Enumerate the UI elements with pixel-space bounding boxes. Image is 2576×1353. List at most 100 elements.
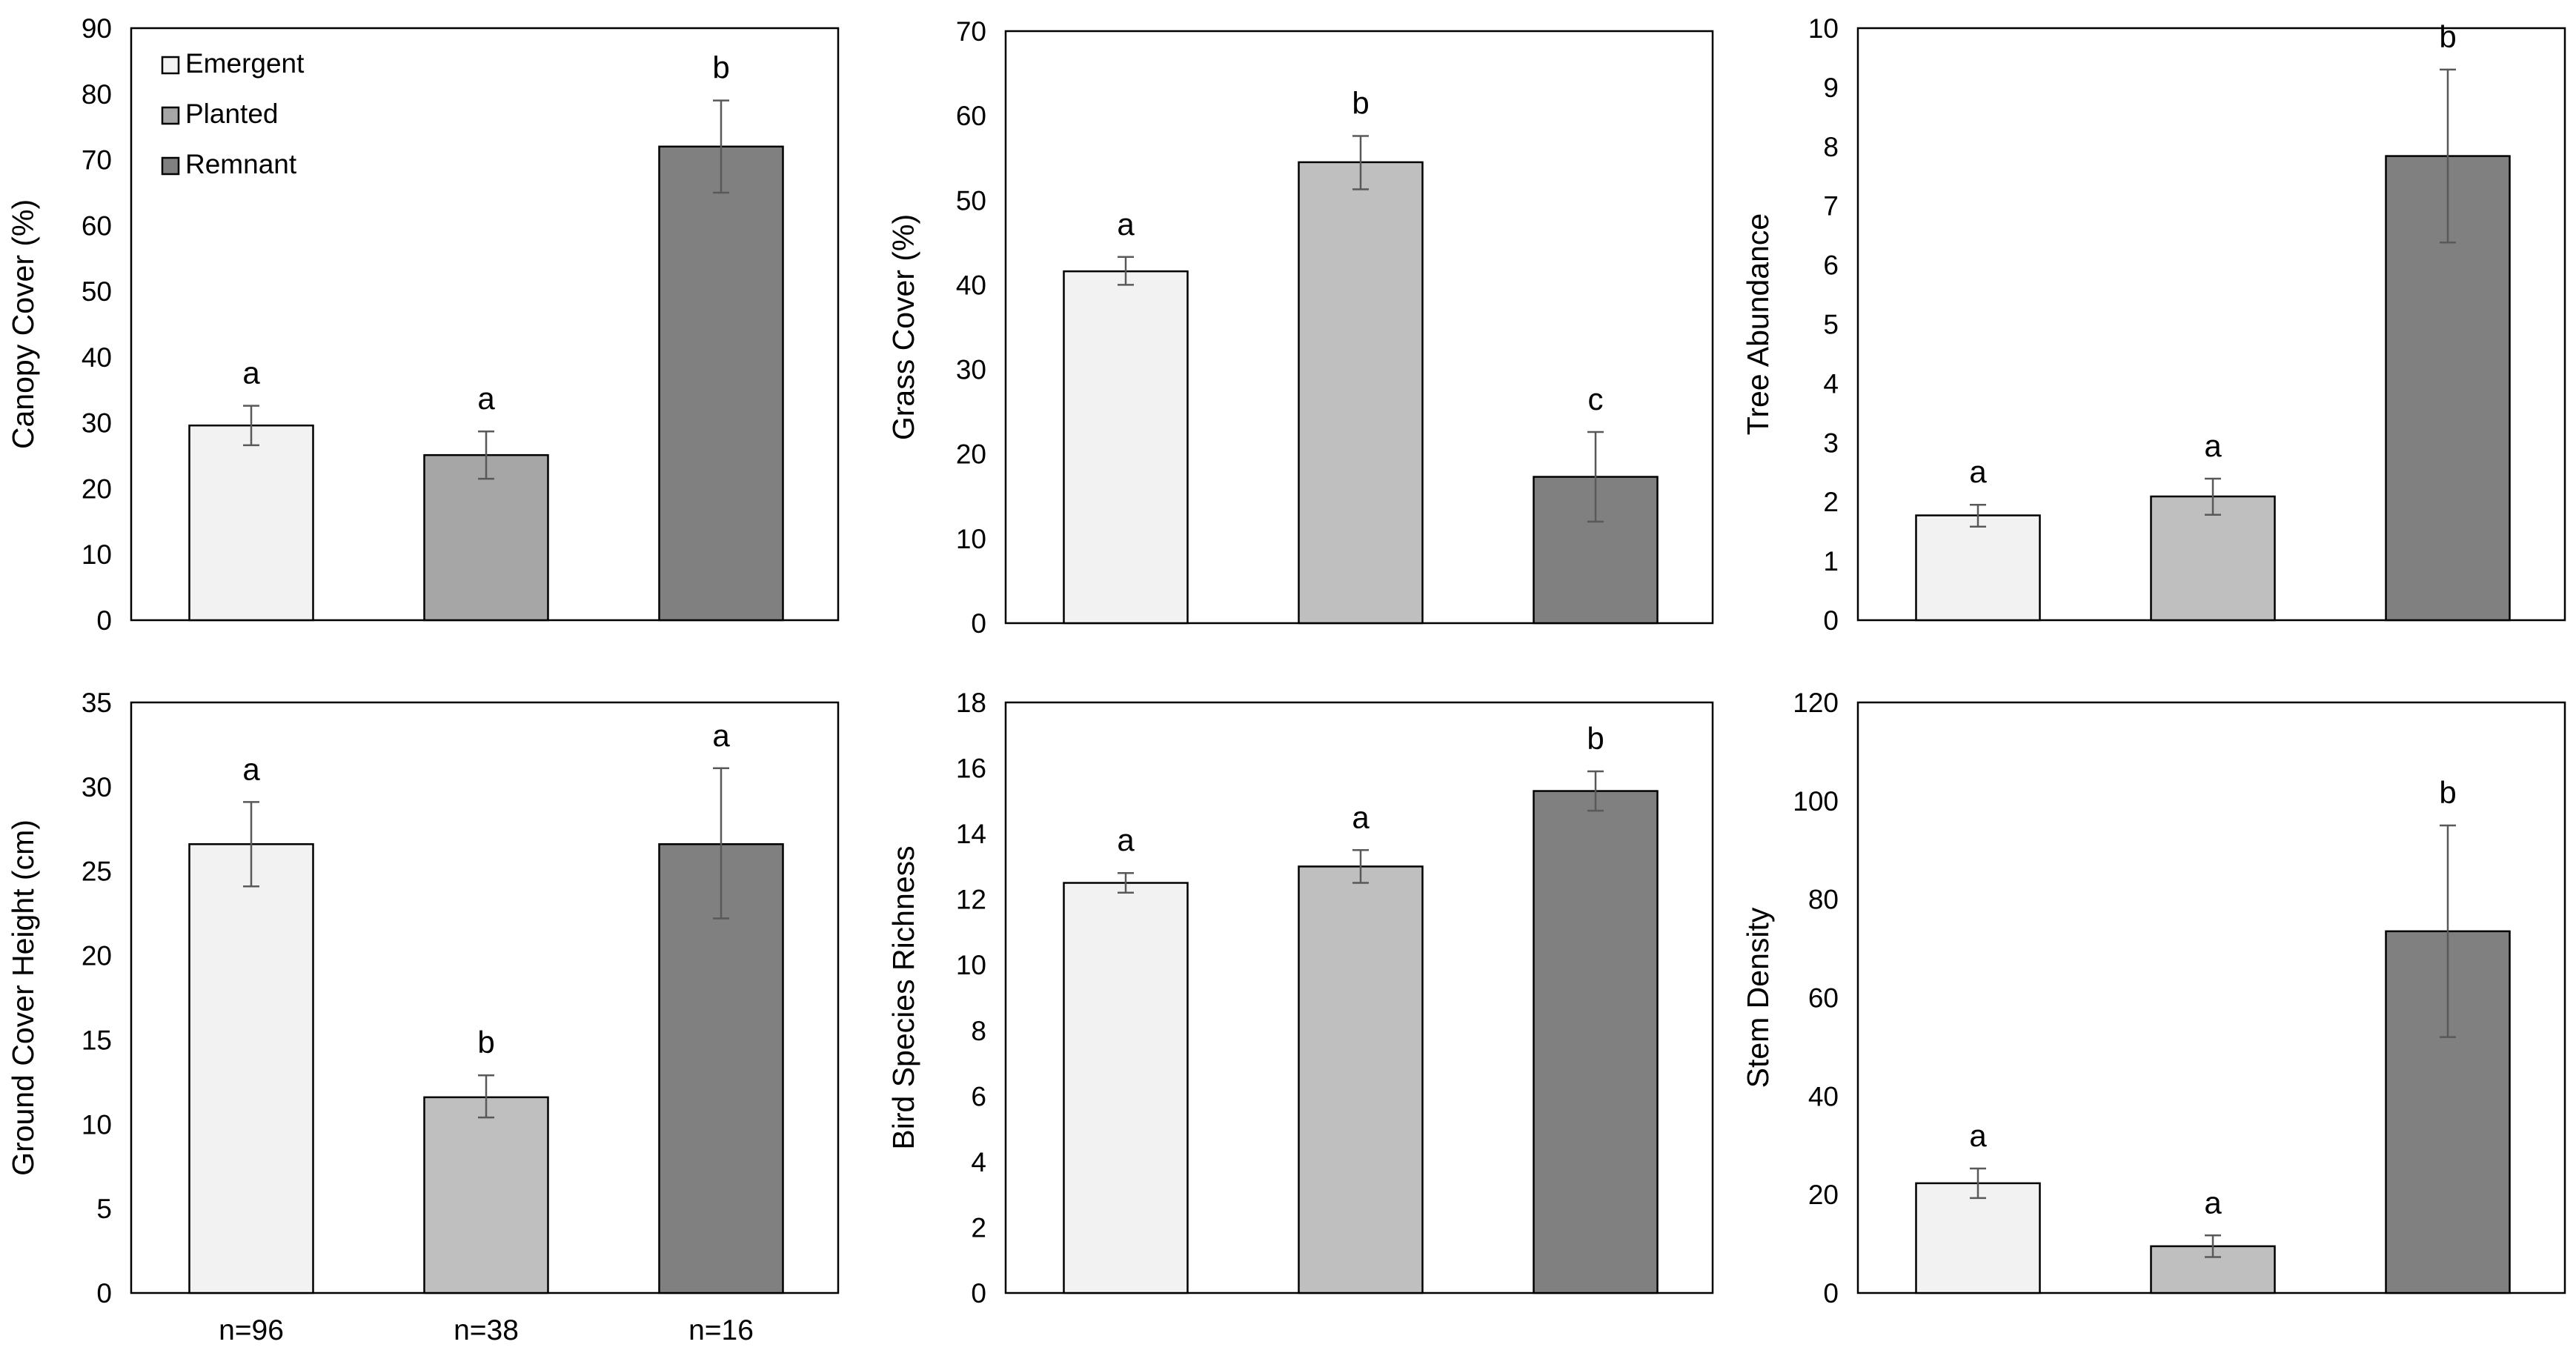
significance-letter: a (2204, 428, 2222, 463)
y-tick-label: 30 (82, 772, 112, 802)
y-tick-label: 18 (956, 688, 986, 718)
significance-letter: b (2439, 19, 2456, 54)
y-tick-label: 4 (971, 1147, 986, 1177)
y-axis-title: Tree Abundance (1741, 213, 1775, 435)
y-tick-label: 7 (1823, 191, 1839, 222)
y-tick-label: 16 (956, 754, 986, 784)
legend: Emergent Planted Remnant (161, 48, 305, 179)
y-tick-label: 10 (1808, 13, 1839, 44)
significance-letter: b (1352, 86, 1369, 121)
bar-remnant (1533, 790, 1659, 1294)
chart-panel-6: 0 20 40 60 80 100 120 Stem Density a a b (1741, 688, 2566, 1309)
y-axis-title: Bird Species Richness (886, 845, 920, 1149)
bar-emergent (1915, 514, 2041, 622)
y-tick-label: 4 (1823, 368, 1839, 399)
y-tick-label: 120 (1793, 688, 1839, 718)
y-tick-label: 25 (82, 857, 112, 887)
y-axis-title: Ground Cover Height (cm) (6, 820, 40, 1176)
y-tick-label: 0 (971, 1278, 986, 1309)
y-tick-label: 0 (96, 1278, 112, 1309)
legend-label: Remnant (185, 149, 297, 179)
significance-letter: a (1969, 1118, 1987, 1153)
significance-letter: a (712, 718, 730, 753)
significance-letter: b (2439, 775, 2456, 810)
legend-label: Emergent (185, 48, 305, 79)
y-tick-label: 40 (1808, 1081, 1839, 1111)
significance-letter: a (1117, 207, 1135, 242)
sample-size-label: n=96 (219, 1314, 284, 1346)
y-tick-label: 30 (82, 408, 112, 439)
y-tick-label: 2 (971, 1212, 986, 1243)
y-tick-label: 10 (956, 524, 986, 554)
y-tick-label: 50 (82, 276, 112, 307)
y-tick-label: 1 (1823, 546, 1839, 576)
y-tick-label: 10 (956, 950, 986, 980)
y-tick-label: 8 (1823, 132, 1839, 162)
significance-letter: a (1117, 822, 1135, 857)
y-tick-label: 20 (956, 439, 986, 470)
y-tick-label: 60 (1808, 983, 1839, 1014)
bar-emergent (1915, 1182, 2041, 1294)
legend-label: Planted (185, 99, 279, 129)
chart-panel-3: 0 1 2 3 4 5 6 7 8 9 10 Tree Abundance a a b (1741, 13, 2566, 636)
y-tick-label: 100 (1793, 786, 1839, 817)
y-tick-label: 10 (82, 539, 112, 570)
significance-letter: a (2204, 1185, 2222, 1220)
chart-panel-2: 0 10 20 30 40 50 60 70 Grass Cover (%) a b c (886, 16, 1714, 639)
y-axis-title: Canopy Cover (%) (6, 199, 40, 449)
significance-letter: a (1352, 800, 1370, 834)
y-tick-label: 10 (82, 1109, 112, 1140)
significance-letter: a (1969, 454, 1987, 489)
significance-letter: a (477, 381, 495, 416)
significance-letter: b (712, 50, 729, 85)
sample-size-label: n=16 (688, 1314, 754, 1346)
legend-swatch-remnant (161, 156, 180, 176)
chart-panel-1: 0 10 20 30 40 50 60 70 80 90 Canopy Cover (%) a a b Em… (6, 13, 840, 636)
significance-letter: a (242, 751, 260, 786)
y-tick-label: 60 (82, 210, 112, 241)
significance-letter: b (1587, 721, 1604, 756)
legend-swatch-emergent (161, 56, 180, 75)
y-tick-label: 40 (956, 270, 986, 300)
y-tick-label: 15 (82, 1025, 112, 1055)
y-tick-label: 35 (82, 688, 112, 718)
y-tick-label: 5 (96, 1194, 112, 1224)
bar-emergent (1063, 882, 1189, 1294)
bar-planted (423, 453, 549, 622)
sample-size-label: n=38 (454, 1314, 519, 1346)
y-tick-label: 3 (1823, 428, 1839, 458)
bar-emergent (188, 843, 314, 1294)
y-tick-label: 70 (956, 16, 986, 47)
y-tick-label: 0 (1823, 605, 1839, 636)
y-tick-label: 6 (971, 1081, 986, 1111)
y-tick-label: 70 (82, 145, 112, 176)
y-tick-label: 80 (82, 79, 112, 110)
bar-emergent (188, 424, 314, 622)
bar-planted (1298, 161, 1424, 625)
y-tick-label: 6 (1823, 250, 1839, 281)
y-tick-label: 80 (1808, 885, 1839, 915)
y-tick-label: 8 (971, 1016, 986, 1046)
y-axis-title: Grass Cover (%) (886, 214, 920, 440)
bar-planted (1298, 865, 1424, 1294)
y-tick-label: 20 (82, 473, 112, 504)
bar-remnant (658, 145, 784, 622)
y-tick-label: 30 (956, 355, 986, 385)
bar-planted (423, 1096, 549, 1294)
y-tick-label: 0 (971, 608, 986, 639)
y-tick-label: 20 (82, 941, 112, 971)
chart-panel-5: 0 2 4 6 8 10 12 14 16 18 Bird Species Richness a a b (886, 688, 1714, 1309)
y-tick-label: 20 (1808, 1180, 1839, 1210)
y-axis-title: Stem Density (1741, 907, 1775, 1088)
y-tick-label: 40 (82, 342, 112, 373)
y-tick-label: 5 (1823, 310, 1839, 340)
significance-letter: b (477, 1025, 494, 1060)
bar-emergent (1063, 270, 1189, 625)
y-tick-label: 90 (82, 13, 112, 44)
significance-letter: a (242, 356, 260, 390)
y-tick-label: 60 (956, 101, 986, 131)
y-tick-label: 50 (956, 185, 986, 216)
chart-panel-4: 0 5 10 15 20 25 30 35 Ground Cover Height (cm) a b… (6, 688, 840, 1346)
y-tick-label: 2 (1823, 487, 1839, 517)
